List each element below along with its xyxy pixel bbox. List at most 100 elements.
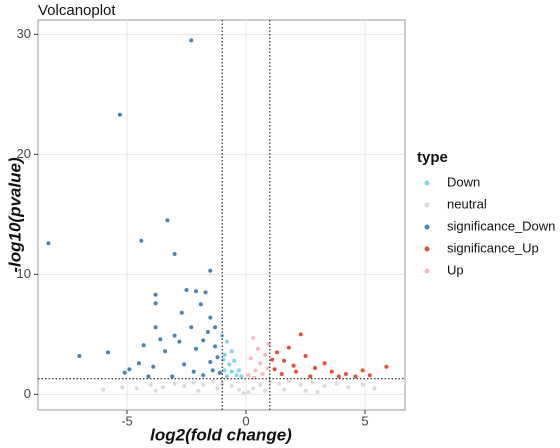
point — [208, 268, 213, 273]
point — [282, 387, 287, 392]
point — [241, 391, 246, 396]
point — [236, 368, 241, 373]
point — [303, 388, 308, 393]
point — [253, 368, 258, 373]
point — [329, 369, 334, 374]
point — [208, 315, 213, 320]
point — [372, 386, 377, 391]
point — [184, 288, 189, 292]
point — [277, 381, 282, 386]
point — [222, 352, 227, 357]
point — [141, 343, 146, 348]
point — [336, 374, 341, 379]
point — [191, 380, 196, 385]
point — [298, 382, 303, 387]
legend-marker — [424, 202, 430, 208]
legend-label: Up — [447, 262, 464, 277]
point — [286, 379, 291, 384]
x-tick-label: -5 — [121, 413, 133, 428]
point — [172, 252, 177, 256]
point — [203, 290, 208, 295]
point — [313, 366, 318, 370]
point — [322, 384, 327, 388]
point — [367, 373, 372, 378]
point — [343, 372, 348, 376]
point — [229, 369, 234, 374]
point — [122, 370, 127, 375]
legend-marker — [424, 180, 430, 186]
legend-title: type — [417, 149, 448, 166]
point — [293, 369, 298, 374]
point — [220, 381, 225, 386]
legend-label: significance_Down — [447, 218, 555, 233]
point — [251, 336, 256, 340]
point — [236, 387, 241, 392]
point — [196, 388, 201, 393]
point — [101, 387, 106, 392]
point — [179, 310, 184, 315]
point — [213, 344, 218, 349]
y-axis-title: -log10(pvalue) — [5, 157, 24, 273]
point — [251, 386, 256, 391]
point — [246, 390, 251, 394]
point — [117, 112, 122, 117]
point — [222, 368, 227, 373]
point — [346, 385, 351, 390]
point — [210, 379, 215, 384]
point — [232, 358, 237, 363]
point — [265, 366, 270, 370]
point — [191, 369, 196, 374]
point — [263, 388, 268, 393]
point — [308, 374, 313, 379]
legend-label: significance_Up — [447, 240, 539, 255]
legend-label: neutral — [447, 196, 487, 211]
point — [201, 382, 206, 387]
point — [270, 357, 275, 362]
point — [46, 241, 51, 246]
point — [210, 368, 215, 373]
point — [153, 388, 158, 393]
point — [160, 385, 165, 390]
point — [189, 38, 194, 43]
point — [172, 333, 177, 338]
point — [310, 380, 315, 385]
point — [234, 373, 239, 378]
x-tick-label: 0 — [242, 413, 249, 428]
point — [215, 355, 220, 360]
point — [148, 382, 153, 387]
point — [153, 325, 158, 330]
point — [177, 339, 182, 344]
point — [274, 350, 279, 355]
point — [153, 301, 158, 306]
point — [120, 385, 125, 390]
point — [322, 361, 327, 366]
point — [229, 349, 234, 354]
point — [263, 352, 268, 357]
y-tick-label: 20 — [17, 146, 31, 161]
point — [224, 374, 229, 379]
point — [239, 374, 244, 379]
point — [384, 364, 389, 369]
x-axis-title: log2(fold change) — [150, 425, 292, 444]
point — [248, 356, 253, 361]
point — [246, 373, 251, 378]
point — [205, 330, 210, 334]
point — [282, 358, 287, 363]
point — [127, 367, 132, 372]
point — [158, 337, 163, 342]
point — [267, 380, 272, 385]
point — [163, 349, 168, 354]
point — [229, 384, 234, 388]
point — [215, 386, 220, 391]
point — [258, 361, 263, 366]
point — [260, 372, 265, 376]
point — [255, 346, 260, 351]
y-tick-label: 30 — [17, 26, 31, 41]
point — [334, 381, 339, 386]
legend-label: Down — [447, 174, 480, 189]
chart-title: Volcanoplot — [38, 2, 116, 19]
point — [165, 218, 170, 223]
point — [227, 362, 232, 367]
point — [105, 350, 110, 355]
